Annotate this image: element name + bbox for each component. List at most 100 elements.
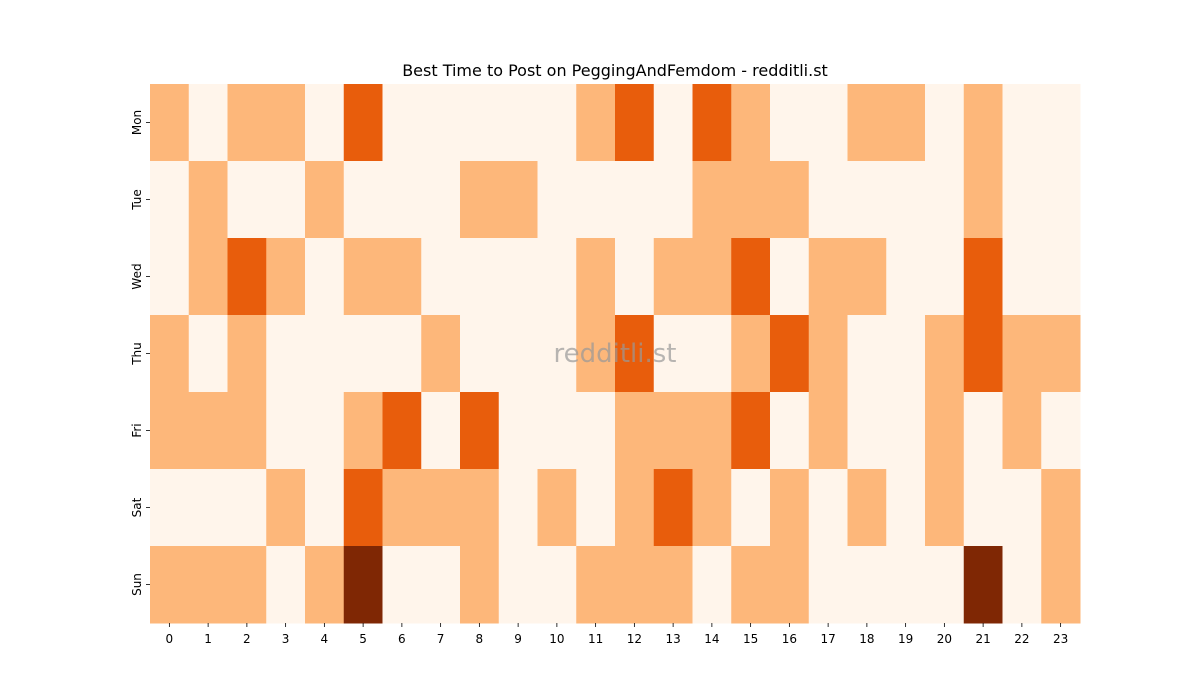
heatmap-cell-Tue-22 bbox=[1002, 161, 1042, 239]
heatmap-cell-Thu-3 bbox=[266, 315, 306, 393]
heatmap-cell-Wed-14 bbox=[692, 238, 732, 316]
heatmap-cell-Sun-7 bbox=[421, 546, 461, 624]
heatmap-cell-Mon-23 bbox=[1041, 84, 1081, 162]
heatmap-cell-Fri-1 bbox=[188, 392, 228, 470]
heatmap-cell-Sun-6 bbox=[382, 546, 422, 624]
heatmap-cell-Tue-14 bbox=[692, 161, 732, 239]
heatmap-cell-Mon-19 bbox=[886, 84, 926, 162]
heatmap-cell-Wed-0 bbox=[150, 238, 190, 316]
heatmap-cell-Sun-2 bbox=[227, 546, 267, 624]
x-tick-label: 16 bbox=[782, 632, 797, 646]
heatmap-cell-Mon-13 bbox=[653, 84, 693, 162]
heatmap-cell-Tue-2 bbox=[227, 161, 267, 239]
heatmap-cell-Sun-21 bbox=[963, 546, 1003, 624]
heatmap-cell-Fri-0 bbox=[150, 392, 190, 470]
heatmap-cell-Mon-3 bbox=[266, 84, 306, 162]
heatmap-cell-Mon-22 bbox=[1002, 84, 1042, 162]
x-tick-label: 4 bbox=[321, 632, 329, 646]
heatmap-cell-Sun-5 bbox=[343, 546, 383, 624]
heatmap-cell-Fri-6 bbox=[382, 392, 422, 470]
x-tick-label: 21 bbox=[975, 632, 990, 646]
heatmap-cell-Sun-10 bbox=[537, 546, 577, 624]
heatmap-cell-Fri-7 bbox=[421, 392, 461, 470]
heatmap-cell-Sun-9 bbox=[498, 546, 538, 624]
heatmap-cell-Fri-10 bbox=[537, 392, 577, 470]
x-tick-label: 13 bbox=[665, 632, 680, 646]
heatmap-cell-Sun-18 bbox=[847, 546, 887, 624]
x-tick-label: 12 bbox=[627, 632, 642, 646]
heatmap-cell-Mon-11 bbox=[576, 84, 616, 162]
heatmap-cell-Sun-0 bbox=[150, 546, 190, 624]
heatmap-cell-Tue-0 bbox=[150, 161, 190, 239]
heatmap-cell-Mon-14 bbox=[692, 84, 732, 162]
heatmap-cell-Wed-4 bbox=[305, 238, 345, 316]
heatmap-cell-Thu-5 bbox=[343, 315, 383, 393]
heatmap-cell-Fri-17 bbox=[808, 392, 848, 470]
heatmap-cell-Sat-14 bbox=[692, 469, 732, 547]
heatmap-cell-Sat-2 bbox=[227, 469, 267, 547]
heatmap-cell-Fri-16 bbox=[770, 392, 810, 470]
y-tick-label: Tue bbox=[130, 189, 144, 211]
heatmap-cell-Sat-5 bbox=[343, 469, 383, 547]
heatmap-cell-Thu-9 bbox=[498, 315, 538, 393]
heatmap-cell-Sat-18 bbox=[847, 469, 887, 547]
heatmap-cell-Sat-9 bbox=[498, 469, 538, 547]
heatmap-cell-Tue-13 bbox=[653, 161, 693, 239]
heatmap-cell-Thu-15 bbox=[731, 315, 771, 393]
heatmap-cell-Sun-17 bbox=[808, 546, 848, 624]
x-tick-label: 7 bbox=[437, 632, 445, 646]
heatmap-cell-Tue-7 bbox=[421, 161, 461, 239]
heatmap-cell-Sun-23 bbox=[1041, 546, 1081, 624]
y-tick-label: Thu bbox=[130, 342, 144, 366]
heatmap-cell-Sat-23 bbox=[1041, 469, 1081, 547]
heatmap-cell-Wed-16 bbox=[770, 238, 810, 316]
heatmap-cell-Wed-12 bbox=[615, 238, 655, 316]
x-tick-label: 18 bbox=[859, 632, 874, 646]
heatmap-cell-Wed-17 bbox=[808, 238, 848, 316]
heatmap-cell-Sun-4 bbox=[305, 546, 345, 624]
heatmap-cell-Wed-20 bbox=[925, 238, 965, 316]
heatmap-cell-Fri-13 bbox=[653, 392, 693, 470]
heatmap-cell-Fri-14 bbox=[692, 392, 732, 470]
x-axis: 0 1 2 3 4 5 6 7 8 9 10 11 12 13 14 15 16 17 18 19 20 21 22 23 bbox=[166, 623, 1068, 646]
heatmap-cell-Sat-22 bbox=[1002, 469, 1042, 547]
heatmap-cell-Sat-10 bbox=[537, 469, 577, 547]
heatmap-cell-Fri-12 bbox=[615, 392, 655, 470]
chart-title: Best Time to Post on PeggingAndFemdom - … bbox=[402, 61, 828, 80]
heatmap-cell-Thu-19 bbox=[886, 315, 926, 393]
heatmap-cell-Sat-15 bbox=[731, 469, 771, 547]
heatmap-cell-Sun-1 bbox=[188, 546, 228, 624]
heatmap-cells bbox=[150, 84, 1081, 624]
heatmap-cell-Fri-2 bbox=[227, 392, 267, 470]
heatmap-cell-Sat-0 bbox=[150, 469, 190, 547]
heatmap-cell-Mon-12 bbox=[615, 84, 655, 162]
heatmap-cell-Thu-21 bbox=[963, 315, 1003, 393]
heatmap-cell-Tue-5 bbox=[343, 161, 383, 239]
heatmap-cell-Tue-23 bbox=[1041, 161, 1081, 239]
heatmap-cell-Wed-11 bbox=[576, 238, 616, 316]
heatmap-cell-Sun-3 bbox=[266, 546, 306, 624]
heatmap-cell-Mon-15 bbox=[731, 84, 771, 162]
heatmap-cell-Sat-1 bbox=[188, 469, 228, 547]
heatmap-cell-Thu-23 bbox=[1041, 315, 1081, 393]
heatmap-cell-Wed-19 bbox=[886, 238, 926, 316]
y-tick-label: Fri bbox=[130, 423, 144, 437]
heatmap-cell-Wed-23 bbox=[1041, 238, 1081, 316]
heatmap-cell-Sun-16 bbox=[770, 546, 810, 624]
heatmap-cell-Sat-16 bbox=[770, 469, 810, 547]
heatmap-cell-Thu-11 bbox=[576, 315, 616, 393]
heatmap-cell-Fri-21 bbox=[963, 392, 1003, 470]
x-tick-label: 10 bbox=[549, 632, 564, 646]
x-tick-label: 5 bbox=[359, 632, 367, 646]
heatmap-cell-Tue-17 bbox=[808, 161, 848, 239]
heatmap-cell-Wed-15 bbox=[731, 238, 771, 316]
heatmap-cell-Sat-19 bbox=[886, 469, 926, 547]
heatmap-cell-Thu-17 bbox=[808, 315, 848, 393]
y-tick-label: Sun bbox=[130, 573, 144, 596]
heatmap-cell-Sat-17 bbox=[808, 469, 848, 547]
heatmap-cell-Sat-7 bbox=[421, 469, 461, 547]
heatmap-cell-Fri-11 bbox=[576, 392, 616, 470]
heatmap-cell-Tue-21 bbox=[963, 161, 1003, 239]
heatmap-cell-Sat-20 bbox=[925, 469, 965, 547]
